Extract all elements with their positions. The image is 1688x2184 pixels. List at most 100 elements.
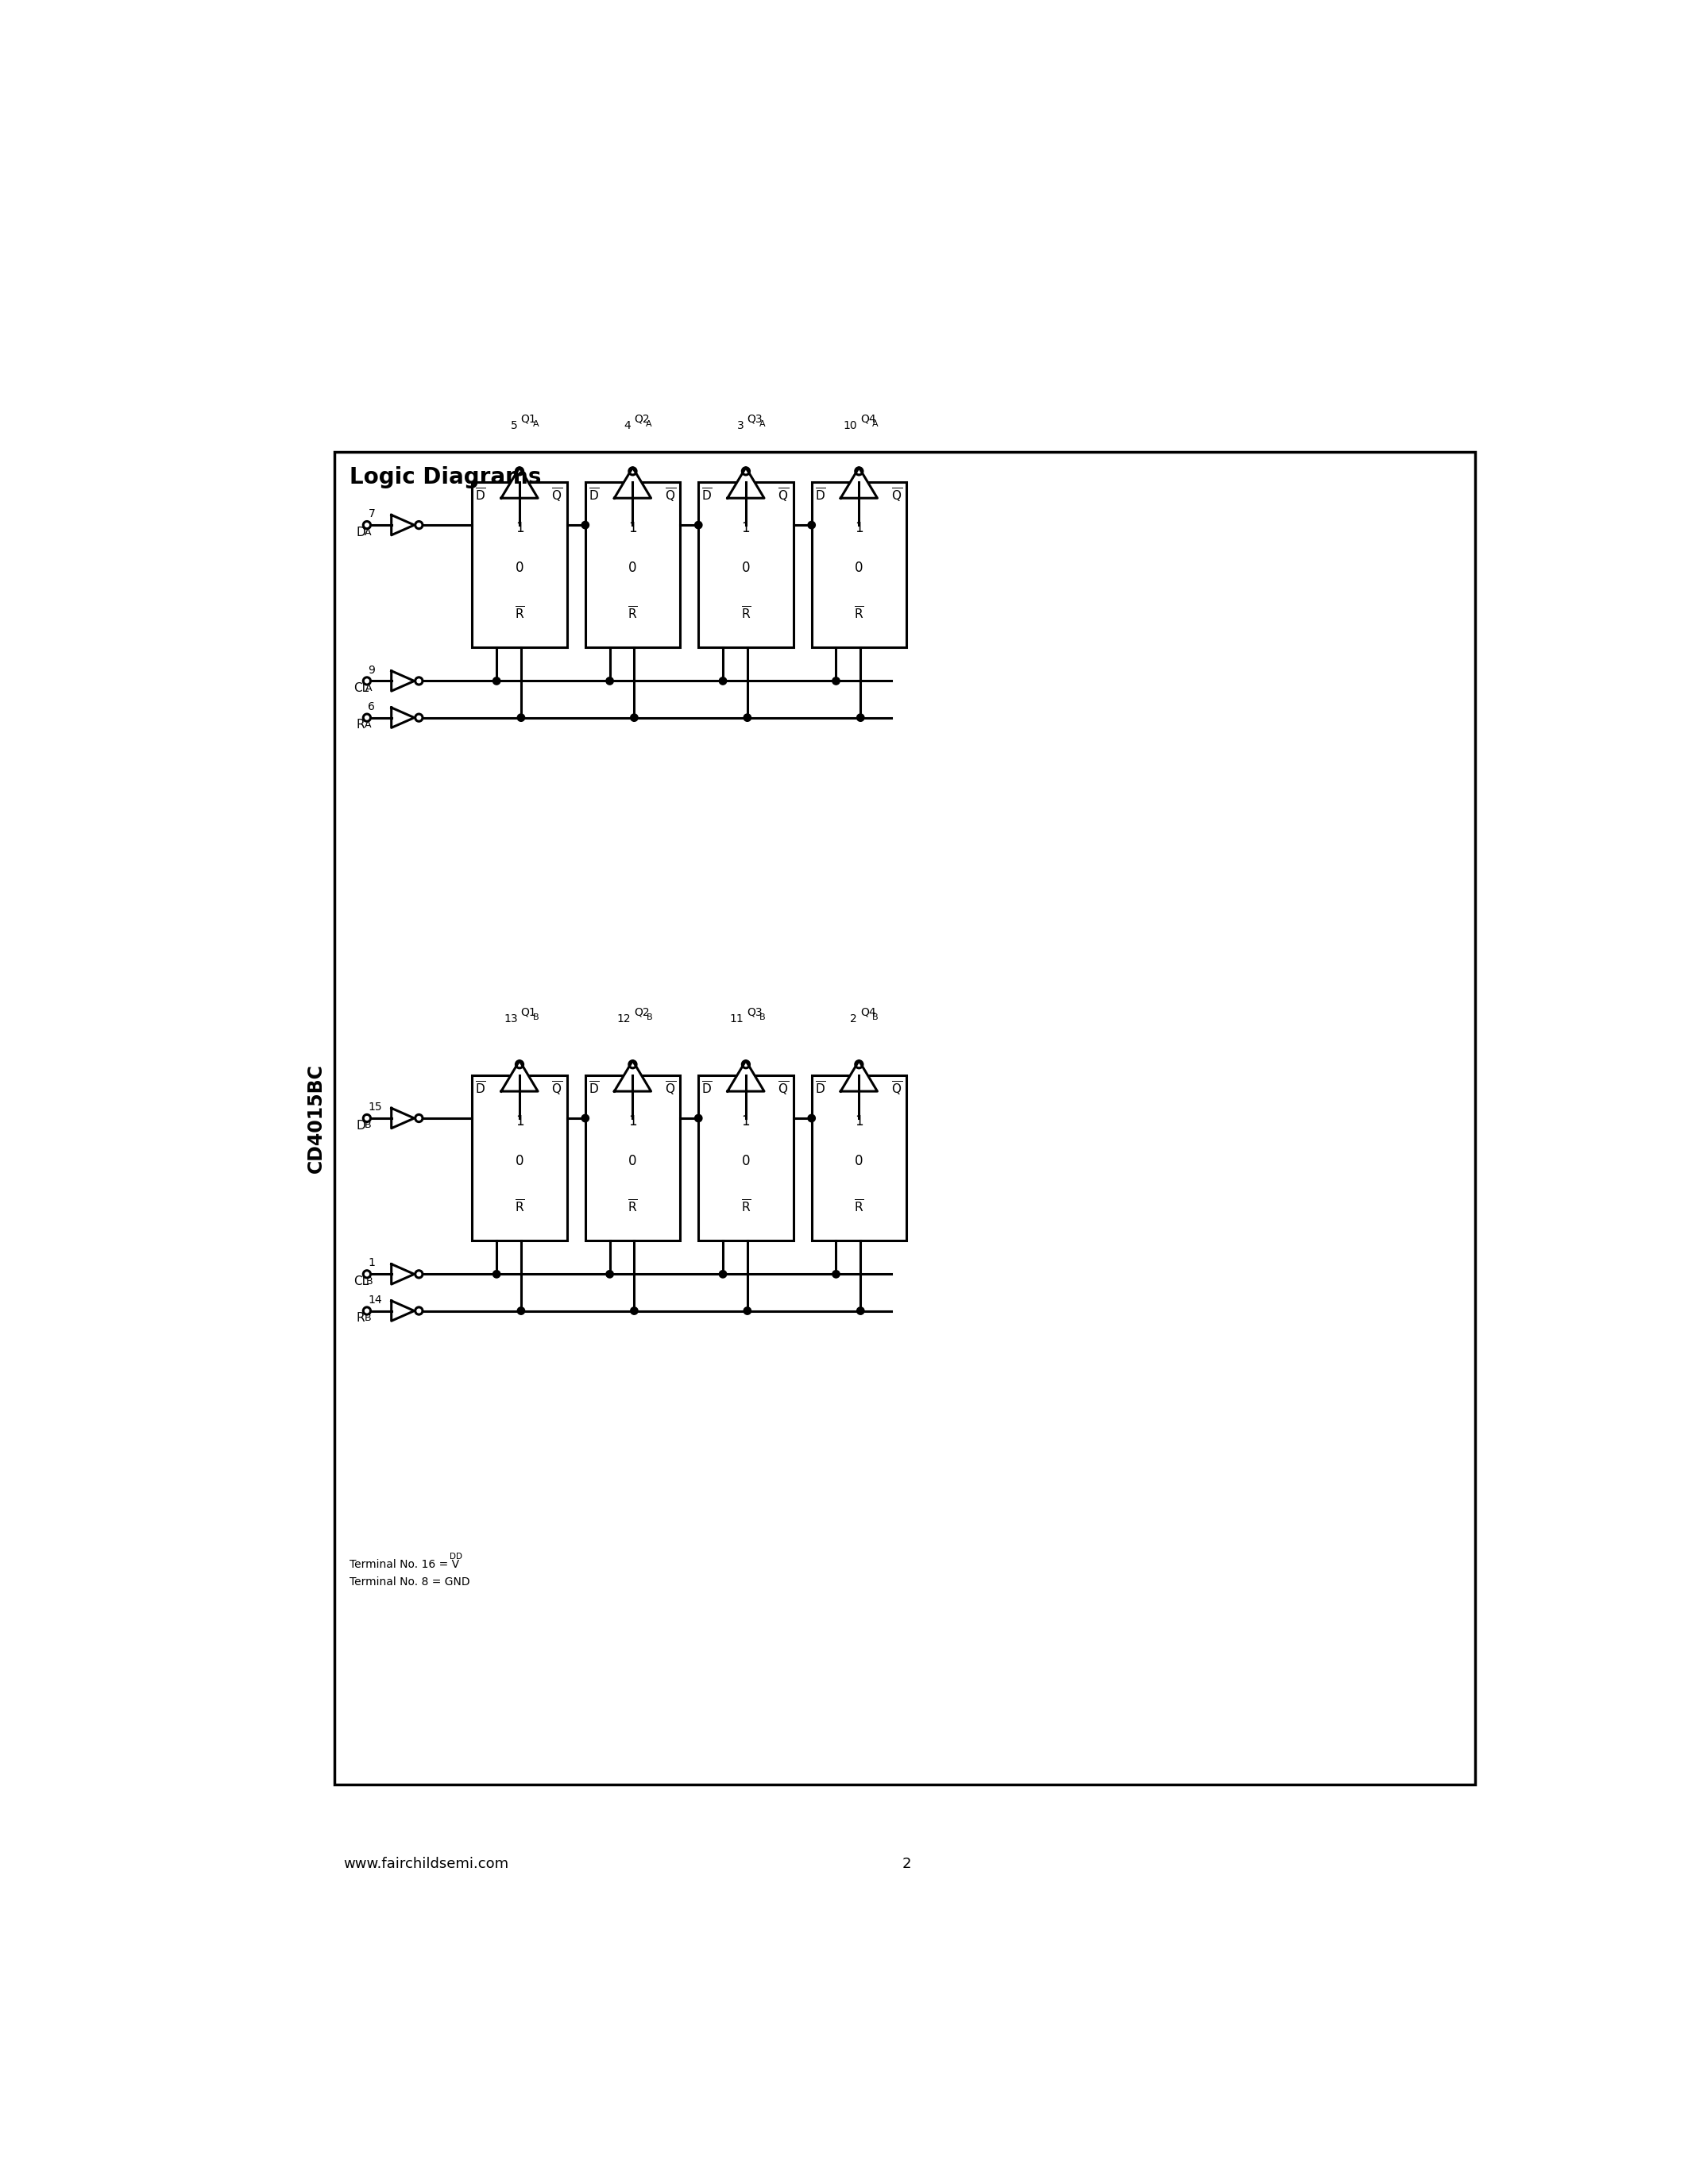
- Circle shape: [832, 677, 839, 684]
- Circle shape: [363, 1271, 371, 1278]
- Text: 0: 0: [854, 561, 863, 574]
- Text: 13: 13: [503, 1013, 518, 1024]
- Polygon shape: [728, 1061, 765, 1092]
- Text: B: B: [365, 1120, 371, 1131]
- Text: $\overline{\rm Q}$: $\overline{\rm Q}$: [552, 1081, 562, 1099]
- Text: 1: 1: [741, 1114, 749, 1129]
- Circle shape: [493, 677, 500, 684]
- Circle shape: [695, 1116, 702, 1120]
- Circle shape: [517, 1061, 523, 1068]
- Text: D: D: [356, 526, 365, 537]
- Text: $\overline{\rm R}$: $\overline{\rm R}$: [854, 605, 864, 622]
- Text: Q3: Q3: [748, 413, 763, 424]
- Polygon shape: [392, 1107, 414, 1129]
- Bar: [334, 452, 1475, 1784]
- Polygon shape: [392, 515, 414, 535]
- Text: $\overline{\rm R}$: $\overline{\rm R}$: [628, 605, 638, 622]
- Text: 2: 2: [901, 1856, 912, 1872]
- Circle shape: [809, 1116, 815, 1120]
- Text: 0: 0: [854, 1153, 863, 1168]
- Text: B: B: [533, 1013, 538, 1022]
- Polygon shape: [728, 467, 765, 498]
- Circle shape: [809, 522, 815, 529]
- Bar: [586, 1075, 680, 1241]
- Text: Q3: Q3: [748, 1007, 763, 1018]
- Circle shape: [606, 677, 613, 684]
- Text: $\overline{\rm Q}$: $\overline{\rm Q}$: [665, 1081, 675, 1099]
- Circle shape: [582, 522, 589, 529]
- Text: 1: 1: [628, 1114, 636, 1129]
- Text: $\overline{\rm Q}$: $\overline{\rm Q}$: [891, 1081, 901, 1099]
- Text: R: R: [356, 1313, 365, 1324]
- Text: CL: CL: [353, 1275, 368, 1286]
- Circle shape: [493, 1271, 500, 1278]
- Bar: [812, 1075, 906, 1241]
- Circle shape: [858, 1308, 864, 1315]
- Text: $\overline{\rm R}$: $\overline{\rm R}$: [854, 1199, 864, 1214]
- Text: Q2: Q2: [635, 413, 650, 424]
- Circle shape: [363, 1114, 371, 1123]
- Circle shape: [363, 677, 371, 684]
- Text: Q1: Q1: [520, 1007, 537, 1018]
- Circle shape: [631, 1308, 638, 1315]
- Text: 1: 1: [515, 522, 523, 535]
- Text: $\overline{\rm Q}$: $\overline{\rm Q}$: [778, 487, 788, 505]
- Circle shape: [743, 467, 749, 474]
- Text: A: A: [365, 719, 371, 729]
- Circle shape: [363, 714, 371, 721]
- Text: $\overline{\rm D}$: $\overline{\rm D}$: [702, 1081, 712, 1096]
- Polygon shape: [392, 1302, 414, 1321]
- Text: A: A: [366, 684, 373, 692]
- Polygon shape: [841, 467, 878, 498]
- Text: Q2: Q2: [635, 1007, 650, 1018]
- Circle shape: [517, 467, 523, 474]
- Text: D: D: [356, 1120, 365, 1131]
- Text: $\overline{\rm Q}$: $\overline{\rm Q}$: [778, 1081, 788, 1099]
- Bar: [699, 483, 793, 646]
- Text: $\overline{\rm R}$: $\overline{\rm R}$: [628, 1199, 638, 1214]
- Circle shape: [719, 1271, 726, 1278]
- Polygon shape: [501, 1061, 538, 1092]
- Text: 1: 1: [515, 1114, 523, 1129]
- Text: $\overline{\rm D}$: $\overline{\rm D}$: [589, 487, 599, 505]
- Text: $\overline{\rm R}$: $\overline{\rm R}$: [741, 1199, 751, 1214]
- Text: DD: DD: [449, 1553, 463, 1559]
- Text: 11: 11: [729, 1013, 744, 1024]
- Polygon shape: [841, 1061, 878, 1092]
- Text: 1: 1: [854, 1114, 863, 1129]
- Text: B: B: [366, 1275, 373, 1286]
- Text: 5: 5: [511, 419, 518, 432]
- Circle shape: [743, 1061, 749, 1068]
- Text: R: R: [356, 719, 365, 732]
- Text: B: B: [365, 1313, 371, 1324]
- Text: $\overline{\rm D}$: $\overline{\rm D}$: [815, 487, 825, 505]
- Text: $\overline{\rm R}$: $\overline{\rm R}$: [515, 1199, 525, 1214]
- Circle shape: [858, 714, 864, 721]
- Text: $\overline{\rm D}$: $\overline{\rm D}$: [476, 1081, 486, 1096]
- Circle shape: [518, 1308, 523, 1315]
- Text: 0: 0: [741, 1153, 749, 1168]
- Text: 4: 4: [625, 419, 631, 432]
- Text: 1: 1: [368, 1258, 375, 1269]
- Circle shape: [582, 1116, 589, 1120]
- Text: A: A: [365, 526, 371, 537]
- Text: 10: 10: [842, 419, 858, 432]
- Text: Terminal No. 8 = GND: Terminal No. 8 = GND: [349, 1577, 471, 1588]
- Circle shape: [630, 467, 636, 474]
- Circle shape: [832, 1271, 839, 1278]
- Text: Terminal No. 16 = V: Terminal No. 16 = V: [349, 1559, 459, 1570]
- Text: A: A: [647, 422, 652, 428]
- Text: 2: 2: [851, 1013, 858, 1024]
- Text: 0: 0: [628, 561, 636, 574]
- Text: $\overline{\rm D}$: $\overline{\rm D}$: [476, 487, 486, 505]
- Text: $\overline{\rm R}$: $\overline{\rm R}$: [741, 605, 751, 622]
- Text: A: A: [533, 422, 538, 428]
- Text: 0: 0: [515, 1153, 523, 1168]
- Polygon shape: [614, 1061, 652, 1092]
- Text: $\overline{\rm Q}$: $\overline{\rm Q}$: [552, 487, 562, 505]
- Circle shape: [415, 714, 422, 721]
- Circle shape: [363, 1308, 371, 1315]
- Circle shape: [856, 1061, 863, 1068]
- Polygon shape: [614, 467, 652, 498]
- Text: 14: 14: [368, 1295, 381, 1306]
